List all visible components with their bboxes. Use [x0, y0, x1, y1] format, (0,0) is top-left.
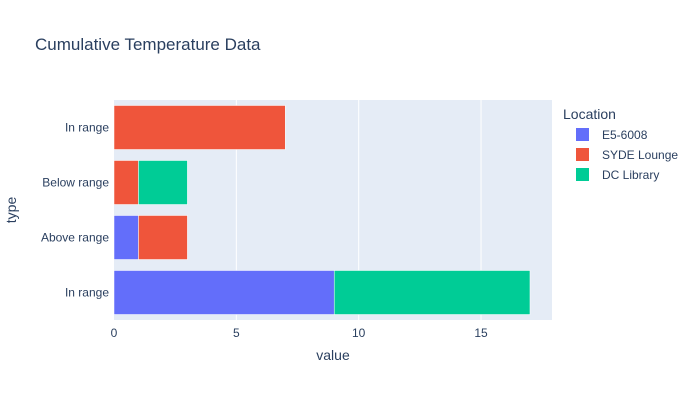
x-axis-title: value	[316, 347, 350, 363]
legend-title: Location	[563, 106, 616, 122]
legend-swatch	[576, 168, 589, 181]
legend-swatch	[576, 148, 589, 161]
bar-dc-library	[333, 270, 531, 315]
bar-syde-lounge	[113, 160, 139, 205]
bars	[113, 105, 531, 315]
bar-e5-6008	[113, 215, 139, 260]
bar-dc-library	[138, 160, 188, 205]
x-tick-label: 15	[474, 326, 488, 340]
y-tick-label: Above range	[41, 231, 109, 245]
y-tick-label: In range	[65, 286, 109, 300]
y-tick-label: In range	[65, 121, 109, 135]
x-tick-label: 0	[111, 326, 118, 340]
legend-item-label: SYDE Lounge	[602, 148, 678, 162]
legend-swatch	[576, 128, 589, 141]
x-tick-label: 5	[233, 326, 240, 340]
legend-item-label: E5-6008	[602, 128, 648, 142]
x-tick-label: 10	[352, 326, 366, 340]
y-axis-ticks: In range Above range Below range In range	[41, 121, 109, 300]
bar-syde-lounge	[138, 215, 188, 260]
bar-syde-lounge	[113, 105, 286, 150]
y-axis-title: type	[3, 197, 19, 224]
x-axis-ticks: 0 5 10 15	[111, 326, 488, 340]
y-tick-label: Below range	[42, 176, 109, 190]
chart-title: Cumulative Temperature Data	[35, 35, 261, 54]
legend: Location E5-6008 SYDE Lounge DC Library	[563, 106, 678, 182]
legend-item-label: DC Library	[602, 168, 659, 182]
bar-e5-6008	[113, 270, 335, 315]
